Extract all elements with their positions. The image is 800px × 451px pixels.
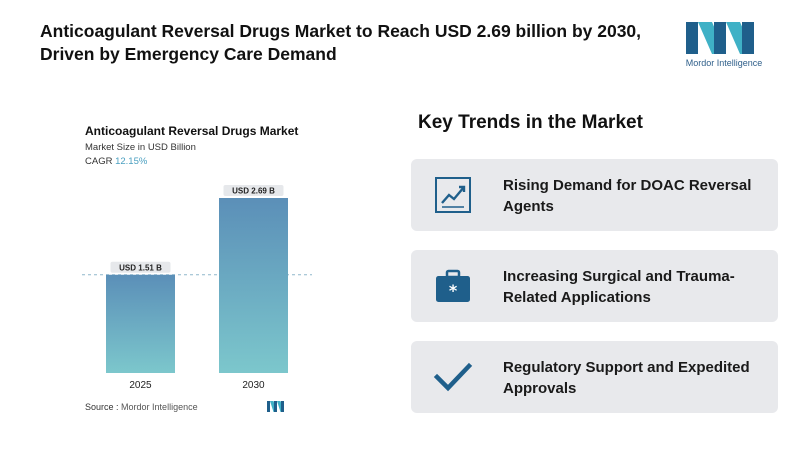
value-label-2025: USD 1.51 B	[119, 263, 162, 272]
x-tick-label-2030: 2030	[242, 380, 265, 391]
value-label-2030: USD 2.69 B	[232, 187, 275, 196]
chart-cagr: CAGR 12.15%	[85, 156, 147, 167]
source-label: Source :	[85, 402, 119, 412]
bar-2025	[106, 274, 175, 373]
headline: Anticoagulant Reversal Drugs Market to R…	[40, 21, 642, 64]
bar-2030	[219, 198, 288, 373]
cagr-label: CAGR	[85, 156, 113, 167]
trend-text: Increasing Surgical and Trauma-Related A…	[503, 268, 735, 306]
source-name: Mordor Intelligence	[121, 402, 198, 412]
logo-mark-icon	[686, 22, 754, 54]
x-tick-label-2025: 2025	[129, 380, 152, 391]
chart-source: Source : Mordor Intelligence	[85, 402, 198, 412]
cagr-value: 12.15%	[115, 156, 148, 167]
trend-card-doac: Rising Demand for DOAC Reversal Agents	[411, 159, 778, 231]
trend-text: Rising Demand for DOAC Reversal Agents	[503, 177, 752, 215]
mordor-intelligence-logo: Mordor Intelligence	[680, 18, 768, 74]
value-label-bg-2025	[110, 261, 171, 273]
logo-text: Mordor Intelligence	[685, 58, 763, 68]
chart-subtitle: Market Size in USD Billion	[85, 142, 196, 153]
svg-text:*: *	[449, 281, 458, 300]
medical-kit-icon: *	[433, 266, 473, 306]
checkmark-icon	[433, 357, 473, 397]
trend-card-regulatory: Regulatory Support and Expedited Approva…	[411, 341, 778, 413]
mini-logo-icon	[267, 401, 284, 412]
value-label-bg-2030	[223, 185, 284, 196]
trends-title: Key Trends in the Market	[418, 112, 643, 133]
chart-title: Anticoagulant Reversal Drugs Market	[85, 124, 299, 138]
trend-text: Regulatory Support and Expedited Approva…	[503, 359, 750, 397]
trend-card-surgical: * Increasing Surgical and Trauma-Related…	[411, 250, 778, 322]
rising-chart-icon	[433, 175, 473, 215]
